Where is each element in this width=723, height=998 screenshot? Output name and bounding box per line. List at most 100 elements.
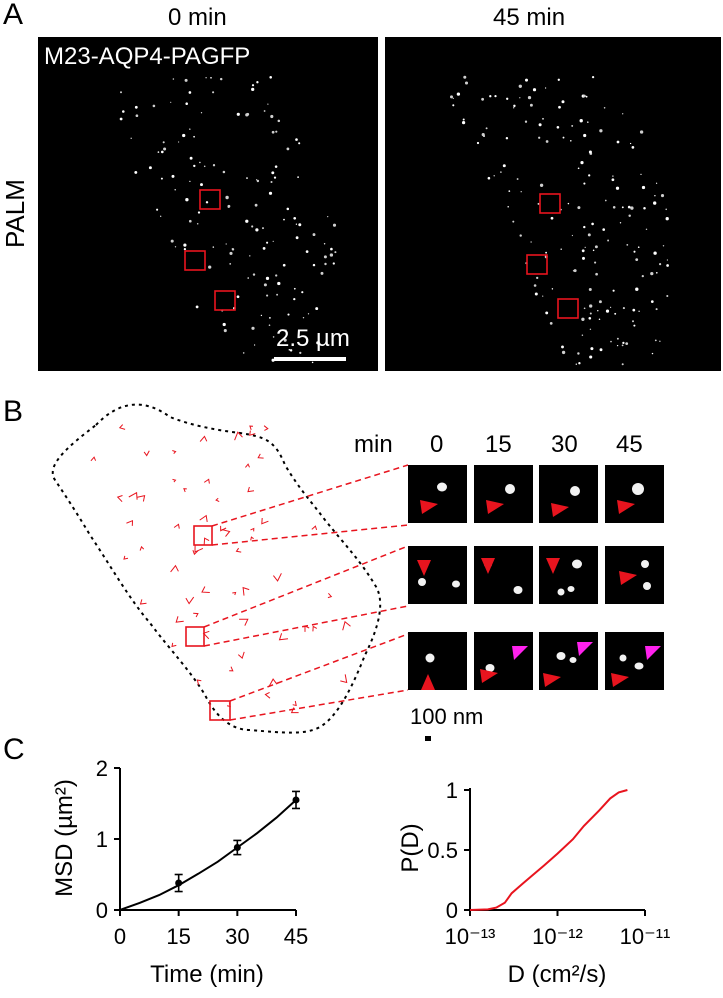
trajectory — [196, 679, 202, 686]
localization-dot — [329, 253, 334, 257]
trajectory — [192, 550, 199, 556]
localization-dot — [530, 241, 532, 243]
zoom-tile-r2-c1 — [408, 546, 467, 604]
localization-dot — [585, 95, 588, 98]
localization-dot — [524, 120, 528, 123]
localization-dot — [316, 341, 320, 345]
localization-dot — [256, 179, 260, 183]
panel-letter-a: A — [3, 0, 24, 31]
localization-dot — [295, 138, 298, 141]
localization-dot — [583, 225, 586, 229]
trajectory — [342, 620, 351, 631]
trajectory — [264, 691, 271, 699]
localization-dot — [578, 362, 581, 365]
localization-dot — [616, 140, 620, 144]
localization-dot — [655, 182, 658, 184]
trajectory — [273, 573, 282, 582]
trajectory — [235, 547, 242, 553]
localization-dot — [591, 75, 595, 79]
pd-x-tick-label: 10⁻¹² — [532, 924, 583, 949]
trajectory — [172, 450, 177, 454]
pd-y-label: P(D) — [397, 823, 424, 872]
trajectory — [229, 666, 234, 672]
localization-dot — [270, 114, 274, 119]
localization-dot — [334, 251, 337, 254]
localization-dot — [625, 342, 629, 345]
localization-dot — [286, 207, 290, 211]
localization-dot — [659, 340, 661, 342]
localization-dot — [513, 104, 516, 108]
red-arrow-icon — [610, 673, 629, 687]
localization-dot — [635, 287, 639, 291]
zoom-tile-r3-c2 — [473, 632, 533, 690]
localization-dot — [534, 292, 538, 296]
molecule-blob — [567, 586, 575, 592]
localization-dot — [626, 244, 629, 246]
localization-dot — [295, 223, 298, 225]
localization-dot — [588, 316, 592, 320]
localization-dot — [614, 312, 617, 315]
localization-dot — [263, 283, 267, 287]
localization-dot — [655, 271, 658, 274]
panel-letter-c: C — [3, 733, 25, 766]
localization-dot — [189, 180, 191, 183]
time-col-45: 45 — [616, 431, 643, 458]
localization-dot — [562, 136, 565, 139]
localization-dot — [641, 185, 646, 190]
trajectory — [199, 514, 208, 522]
molecule-blob — [452, 580, 460, 588]
zoom-tile-r1-c1 — [408, 465, 467, 523]
localization-dot — [288, 348, 291, 351]
trajectory — [215, 497, 220, 503]
localization-dot — [570, 140, 572, 142]
trajectory — [232, 591, 237, 596]
pd-chart: P(D) D (cm²/s) 10⁻¹³ 10⁻¹² 10⁻¹¹ 0 0.5 1 — [397, 778, 670, 988]
localization-dot — [632, 320, 634, 323]
msd-fit-curve — [119, 799, 297, 911]
localization-dot — [174, 189, 176, 191]
localization-dot — [666, 259, 669, 261]
localization-dot — [182, 133, 186, 138]
msd-data-point — [175, 879, 183, 887]
localization-dot — [597, 310, 599, 312]
localization-dot — [302, 317, 305, 319]
localization-dot — [628, 214, 631, 217]
localization-dot — [260, 314, 263, 317]
trajectory — [250, 536, 254, 541]
msd-x-tick-label: 0 — [114, 924, 126, 949]
localization-dot — [577, 167, 580, 170]
localization-dot — [200, 183, 203, 187]
localization-dot — [560, 248, 562, 250]
localization-dot — [464, 81, 469, 85]
localization-dot — [307, 313, 310, 315]
localization-dot — [594, 261, 597, 264]
msd-y-label: MSD (µm²) — [51, 779, 78, 897]
localization-dot — [545, 140, 549, 143]
localization-dot — [293, 216, 297, 220]
trajectory — [183, 488, 187, 493]
localization-dot — [268, 324, 271, 327]
trajectory — [278, 633, 289, 641]
localization-dot — [275, 130, 278, 133]
localization-dot — [254, 203, 258, 207]
localization-dot — [195, 305, 199, 309]
localization-dot — [651, 352, 654, 355]
localization-dot — [272, 336, 275, 338]
trajectory — [261, 517, 269, 525]
localization-dot — [635, 258, 639, 261]
localization-dot — [489, 95, 492, 98]
localization-dot — [542, 117, 544, 120]
localization-dot — [172, 78, 175, 80]
localization-dot — [252, 273, 256, 276]
localization-dot — [539, 183, 544, 187]
localization-dot — [622, 307, 625, 310]
trajectory — [237, 651, 245, 659]
pd-x-label: D (cm²/s) — [508, 961, 607, 988]
localization-dot — [212, 164, 216, 167]
trajectory — [245, 463, 250, 468]
localization-dot — [271, 171, 275, 175]
trajectory — [199, 435, 208, 442]
localization-dot — [312, 233, 316, 237]
molecule-blob — [557, 588, 565, 596]
localization-dot — [655, 308, 658, 311]
